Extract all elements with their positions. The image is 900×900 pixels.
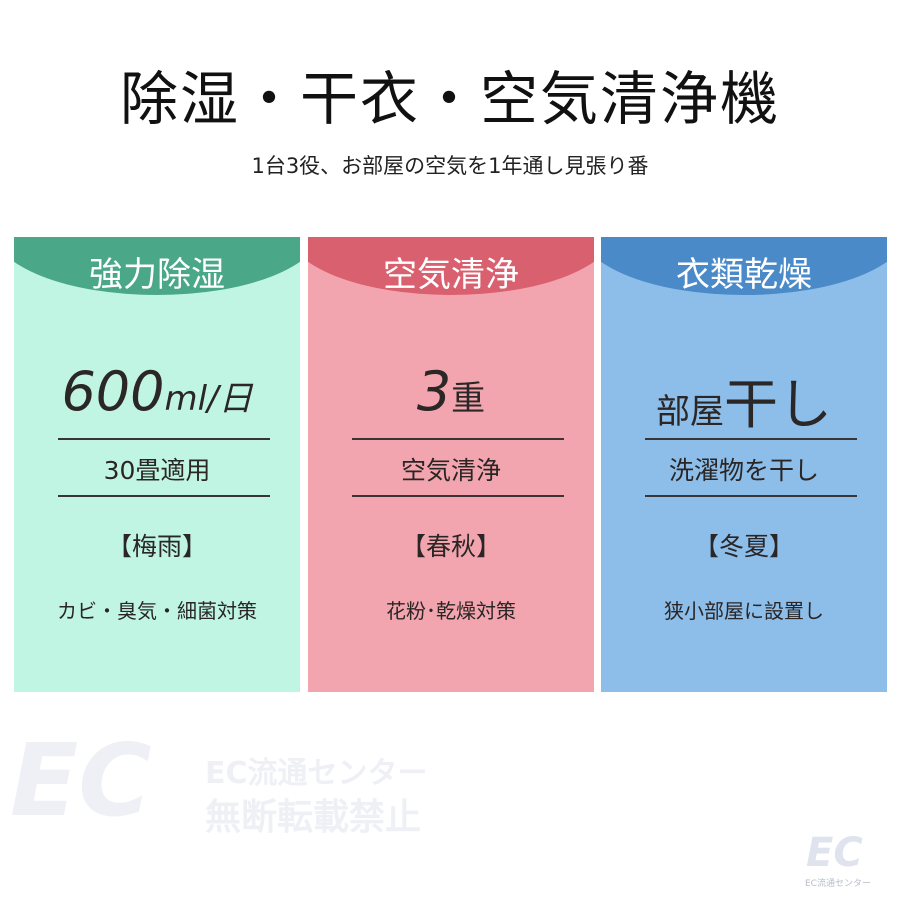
panel-header-label: 空気清浄 xyxy=(383,255,519,295)
panel-header-label: 衣類乾燥 xyxy=(676,255,812,295)
panel-header-label: 強力除湿 xyxy=(89,255,225,295)
headline-value: 干し xyxy=(724,373,832,436)
divider xyxy=(645,438,857,440)
panel-season: 【春秋】 xyxy=(400,532,501,561)
panel-description: 花粉･乾燥対策 xyxy=(386,599,516,623)
watermark-line1: EC流通センター xyxy=(205,756,428,791)
panel-dehumidify: 強力除湿 600ml/日 30畳適用 【梅雨】 カビ・臭気・細菌対策 xyxy=(14,237,300,692)
panel-clothes-dry: 衣類乾燥 部屋干し 洗濯物を干し 【冬夏】 狭小部屋に設置し xyxy=(601,237,887,692)
divider xyxy=(352,438,564,440)
watermark-line2: 無断転載禁止 xyxy=(205,797,422,838)
panel-description: 狭小部屋に設置し xyxy=(664,599,824,623)
divider xyxy=(645,495,857,497)
panel-description: カビ・臭気・細菌対策 xyxy=(57,599,257,623)
headline-prefix: 部屋 xyxy=(656,392,724,432)
headline-value: 600 xyxy=(61,360,165,423)
panel-subheading: 空気清浄 xyxy=(400,456,501,485)
panel-season: 【冬夏】 xyxy=(693,532,794,561)
panel-air-purify: 空気清浄 3重 空気清浄 【春秋】 花粉･乾燥対策 xyxy=(308,237,594,692)
divider xyxy=(352,495,564,497)
panel-headline: 600ml/日 xyxy=(14,360,300,423)
panel-subheading: 30畳適用 xyxy=(103,456,211,485)
panel-headline: 3重 xyxy=(308,360,594,423)
headline-unit: ml/日 xyxy=(164,379,253,419)
page-subtitle: 1台3役、お部屋の空気を1年通し見張り番 xyxy=(251,154,649,178)
panel-headline: 部屋干し xyxy=(601,360,887,439)
corner-logo-text: EC流通センター xyxy=(805,879,871,889)
headline-unit: 重 xyxy=(451,379,486,419)
headline-value: 3 xyxy=(416,360,452,423)
divider xyxy=(58,495,270,497)
watermark-logo: EC xyxy=(10,722,152,839)
corner-logo: EC xyxy=(806,830,863,876)
page-title: 除湿・干衣・空気清浄機 xyxy=(119,65,780,133)
divider xyxy=(58,438,270,440)
panel-subheading: 洗濯物を干し xyxy=(668,456,819,485)
panel-season: 【梅雨】 xyxy=(106,532,207,561)
